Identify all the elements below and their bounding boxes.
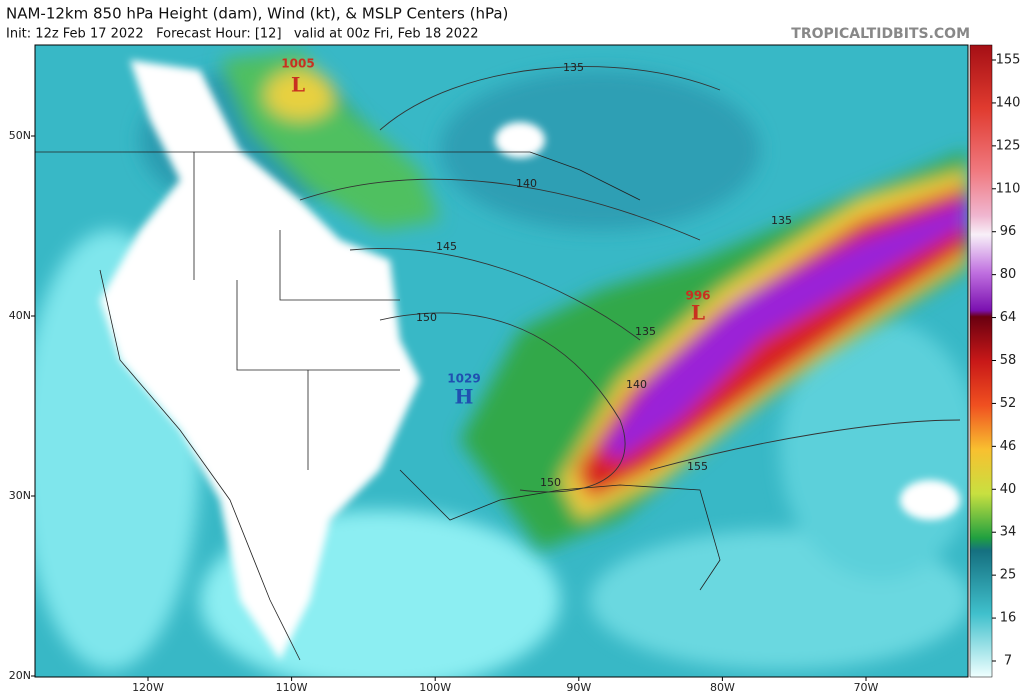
borders (35, 151, 721, 661)
pressure-centers: 1005 L 996 L 1029 H (281, 57, 710, 409)
contour-label: 140 (626, 378, 647, 391)
lat-label: 40N (9, 309, 31, 322)
colorbar-label: 96 (1000, 224, 1017, 239)
colorbar-label: 110 (996, 181, 1021, 196)
contour-label: 150 (540, 476, 561, 489)
colorbar-label: 80 (1000, 267, 1017, 282)
pressure-value: 1029 (447, 372, 480, 386)
lon-label: 120W (132, 681, 164, 694)
lon-label: 70W (854, 681, 879, 694)
pressure-symbol: H (455, 385, 474, 409)
colorbar-label: 64 (1000, 310, 1017, 325)
contour-label: 140 (516, 177, 537, 190)
pressure-symbol: L (691, 301, 705, 325)
contour-label: 145 (436, 240, 457, 253)
lon-label: 80W (710, 681, 735, 694)
pressure-symbol: L (291, 73, 305, 97)
colorbar-label: 155 (996, 53, 1021, 68)
colorbar-label: 52 (1000, 396, 1017, 411)
colorbar-label: 58 (1000, 353, 1017, 368)
subtitle: Init: 12z Feb 17 2022 Forecast Hour: [12… (6, 27, 479, 42)
map-frame (34, 44, 969, 678)
colorbar-label: 25 (1000, 568, 1017, 583)
lat-label: 20N (9, 669, 31, 682)
colorbar-label: 34 (1000, 525, 1017, 540)
colorbar-label: 46 (1000, 439, 1017, 454)
lon-label: 110W (276, 681, 308, 694)
lat-label: 30N (9, 489, 31, 502)
lon-label: 90W (566, 681, 591, 694)
contour-label: 155 (687, 460, 708, 473)
contour-label: 150 (416, 311, 437, 324)
colorbar-label: 7 (1004, 654, 1012, 669)
site-label: TROPICALTIDBITS.COM (791, 26, 970, 42)
colorbar-label: 40 (1000, 482, 1017, 497)
contour-label: 135 (771, 214, 792, 227)
colorbar-label: 16 (1000, 611, 1017, 626)
colorbar-label: 140 (996, 95, 1021, 110)
contour-label: 135 (563, 61, 584, 74)
pressure-value: 1005 (281, 57, 314, 71)
lat-label: 50N (9, 129, 31, 142)
colorbar (969, 44, 993, 678)
colorbar-label: 125 (996, 138, 1021, 153)
pressure-value: 996 (685, 289, 710, 303)
contour-labels: 135 140 145 150 135 135 140 150 155 (416, 61, 792, 489)
contours (299, 66, 961, 493)
title: NAM-12km 850 hPa Height (dam), Wind (kt)… (6, 5, 508, 23)
lon-label: 100W (419, 681, 451, 694)
contour-label: 135 (635, 325, 656, 338)
map-field (35, 45, 968, 677)
